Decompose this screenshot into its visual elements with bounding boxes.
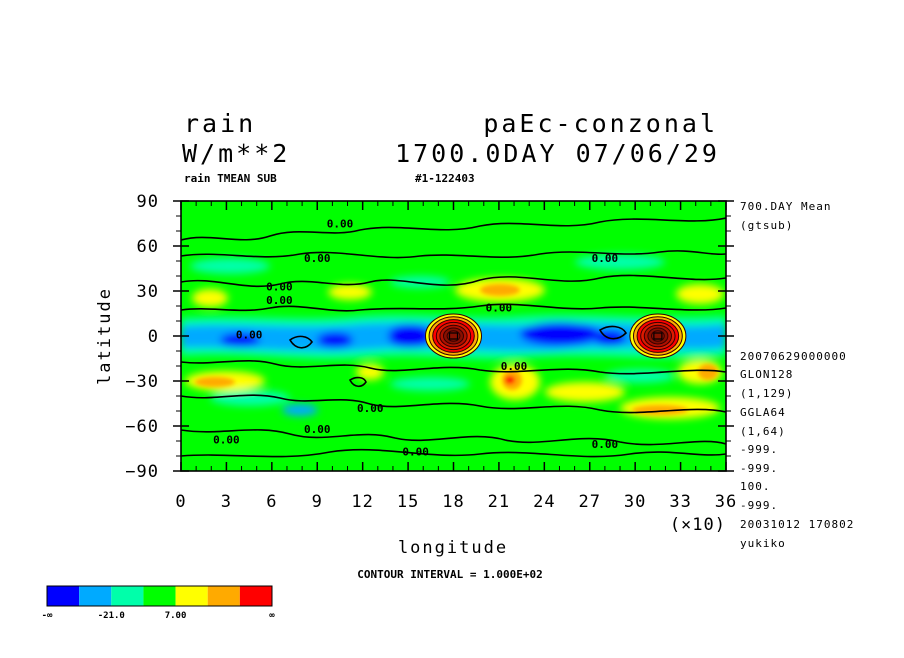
colorbar: -∞ -21.0 7.00 ∞	[42, 585, 275, 621]
contour-label-5: 0.00	[486, 302, 513, 315]
experiment-name: paEc-conzonal	[483, 109, 718, 138]
contour-interval: CONTOUR INTERVAL = 1.000E+02	[357, 568, 542, 581]
x-tick-label-9: 27	[579, 492, 601, 512]
contour-label-12: 0.00	[592, 438, 619, 451]
side-info-line-6: (1,64)	[740, 425, 786, 438]
colorbar-swatch-1	[79, 586, 112, 606]
y-tick-label-5: −60	[125, 417, 159, 437]
rain-maximum-marker	[653, 332, 663, 340]
rain-maximum-0	[425, 313, 482, 359]
contour-label-9: 0.00	[304, 423, 331, 436]
side-info-line-12: yukiko	[740, 537, 786, 550]
x-tick-label-10: 30	[624, 492, 646, 512]
units-label: W/m**2	[182, 139, 290, 168]
contour-label-6: 0.00	[236, 329, 263, 342]
side-info-line-11: 20031012 170802	[740, 518, 854, 531]
time-stamp: 1700.0DAY 07/06/29	[395, 139, 720, 168]
contour-label-10: 0.00	[213, 434, 240, 447]
side-info-line-2: 20070629000000	[740, 350, 847, 363]
x-tick-label-12: 36	[715, 492, 737, 512]
rain-maxima	[425, 313, 687, 359]
x-tick-label-0: 0	[175, 492, 186, 512]
contour-label-11: 0.00	[402, 446, 429, 459]
y-tick-label-6: −90	[125, 462, 159, 482]
rain-maximum-marker	[448, 332, 459, 340]
side-info-line-1: (gtsub)	[740, 219, 793, 232]
colorbar-swatch-3	[143, 586, 176, 606]
x-tick-label-11: 33	[669, 492, 691, 512]
plot-subtitle: rain TMEAN SUB	[184, 172, 277, 185]
field-peaks	[195, 284, 718, 415]
side-info-line-10: -999.	[740, 499, 778, 512]
side-info-line-7: -999.	[740, 443, 778, 456]
contour-label-3: 0.00	[266, 281, 293, 294]
side-info-line-0: 700.DAY Mean	[740, 200, 831, 213]
x-tick-label-1: 3	[221, 492, 232, 512]
y-tick-label-1: 60	[137, 237, 159, 257]
side-info-line-8: -999.	[740, 462, 778, 475]
colorbar-swatch-6	[239, 586, 272, 606]
x-tick-label-8: 24	[533, 492, 555, 512]
y-tick-label-4: −30	[125, 372, 159, 392]
colorbar-label-0: -∞	[42, 611, 53, 621]
x-tick-label-6: 18	[442, 492, 464, 512]
contour-label-1: 0.00	[304, 252, 331, 265]
y-tick-label-2: 30	[137, 282, 159, 302]
x-axis: 0 3 6 9 12 15 18 21 24 27 30 33 36	[175, 201, 737, 512]
variable-name: rain	[184, 109, 256, 138]
x-tick-label-7: 21	[488, 492, 510, 512]
x-tick-label-4: 12	[351, 492, 373, 512]
contour-lines	[181, 217, 726, 458]
run-id: #1-122403	[415, 172, 475, 185]
x-tick-label-3: 9	[312, 492, 323, 512]
colorbar-swatch-4	[175, 586, 208, 606]
colorbar-label-3: ∞	[269, 611, 275, 621]
y-axis: 90 60 30 0 −30 −60 −90	[125, 192, 734, 482]
x-tick-label-2: 6	[266, 492, 277, 512]
rain-field: 0.000.00 0.000.000.000.000.000.000.000.00…	[181, 201, 726, 471]
contour-label-7: 0.00	[501, 360, 528, 373]
y-tick-label-0: 90	[137, 192, 159, 212]
rain-maximum-1	[629, 313, 687, 359]
y-tick-label-3: 0	[148, 327, 159, 347]
side-info: 700.DAY Mean (gtsub) 20070629000000 GLON128…	[740, 200, 854, 550]
colorbar-swatch-0	[47, 586, 80, 606]
y-axis-label: latitude	[95, 287, 115, 385]
side-info-line-4: (1,129)	[740, 387, 793, 400]
contour-label-0: 0.00	[327, 218, 354, 231]
colorbar-swatch-2	[111, 586, 144, 606]
side-info-line-5: GGLA64	[740, 406, 786, 419]
contour-label-4: 0.00	[266, 294, 293, 307]
colorbar-label-1: -21.0	[98, 611, 125, 621]
x-tick-label-5: 15	[397, 492, 419, 512]
side-info-line-9: 100.	[740, 480, 771, 493]
contour-labels: 0.000.00 0.000.000.000.000.000.000.000.00…	[213, 218, 618, 459]
colorbar-frame	[46, 585, 273, 607]
x-multiplier: (×10)	[670, 515, 726, 535]
colorbar-label-2: 7.00	[165, 611, 187, 621]
contour-label-8: 0.00	[357, 402, 384, 415]
contour-label-2: 0.00	[592, 252, 619, 265]
side-info-line-3: GLON128	[740, 368, 793, 381]
x-axis-label: longitude	[398, 538, 508, 558]
colorbar-swatch-5	[207, 586, 240, 606]
